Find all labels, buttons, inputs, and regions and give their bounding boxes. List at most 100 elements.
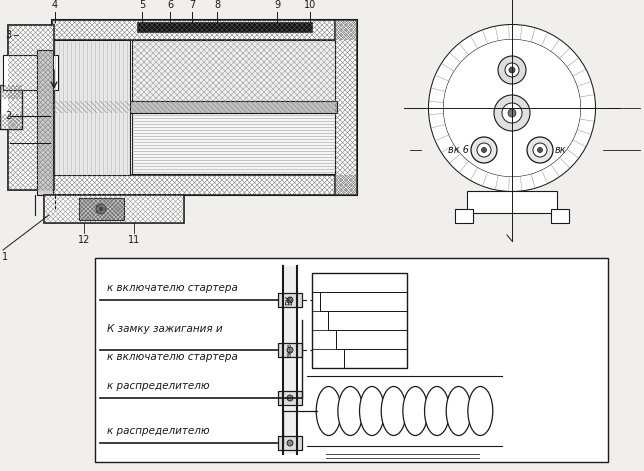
Bar xyxy=(132,112,335,174)
Circle shape xyxy=(96,204,106,214)
Bar xyxy=(3,55,58,90)
Bar xyxy=(0,85,22,129)
Ellipse shape xyxy=(424,387,450,436)
Text: 2: 2 xyxy=(5,111,11,121)
Bar xyxy=(278,293,302,307)
Bar xyxy=(52,101,337,113)
Bar xyxy=(44,195,184,223)
Circle shape xyxy=(538,147,542,153)
Ellipse shape xyxy=(468,387,493,436)
Ellipse shape xyxy=(359,387,384,436)
Bar xyxy=(79,198,124,220)
Bar xyxy=(44,195,184,223)
Bar xyxy=(551,209,569,223)
Text: 6: 6 xyxy=(167,0,173,10)
Text: 4: 4 xyxy=(52,0,58,10)
Text: к включателю стартера: к включателю стартера xyxy=(107,352,238,362)
Circle shape xyxy=(443,39,581,177)
Bar xyxy=(8,25,54,190)
Bar xyxy=(132,40,335,102)
Ellipse shape xyxy=(446,387,471,436)
Bar xyxy=(79,198,124,220)
Text: 7: 7 xyxy=(189,0,195,10)
Text: ВК: ВК xyxy=(285,295,294,305)
Bar xyxy=(344,349,407,368)
Bar xyxy=(52,175,357,195)
Bar xyxy=(278,391,302,405)
Bar xyxy=(336,330,407,349)
Bar xyxy=(278,293,302,307)
Circle shape xyxy=(99,207,103,211)
Text: ВК-б: ВК-б xyxy=(287,342,292,357)
Bar xyxy=(37,50,53,195)
Text: к распределителю: к распределителю xyxy=(107,426,210,436)
Bar xyxy=(278,391,302,405)
Circle shape xyxy=(505,63,519,77)
Bar xyxy=(0,85,22,129)
Bar xyxy=(335,20,357,195)
Circle shape xyxy=(498,56,526,84)
Bar xyxy=(0,114,22,128)
Bar xyxy=(320,292,407,311)
Bar xyxy=(52,175,357,195)
Circle shape xyxy=(482,147,486,153)
Circle shape xyxy=(502,103,522,123)
Text: К замку зажигания и: К замку зажигания и xyxy=(107,324,223,334)
Circle shape xyxy=(509,67,515,73)
Text: 8: 8 xyxy=(214,0,220,10)
Text: вк: вк xyxy=(555,145,567,155)
Bar xyxy=(95,258,608,462)
Circle shape xyxy=(287,440,293,446)
Text: 3: 3 xyxy=(5,30,11,40)
Circle shape xyxy=(477,143,491,157)
Text: к распределителю: к распределителю xyxy=(107,381,210,391)
Bar xyxy=(132,112,335,174)
Bar xyxy=(335,20,357,195)
Circle shape xyxy=(429,25,595,191)
Ellipse shape xyxy=(381,387,406,436)
Bar xyxy=(44,195,184,223)
Bar xyxy=(8,25,54,190)
Bar xyxy=(52,20,357,40)
Bar xyxy=(52,101,337,113)
Bar xyxy=(278,436,302,450)
Bar xyxy=(312,273,407,368)
Text: к включателю стартера: к включателю стартера xyxy=(107,283,238,293)
Ellipse shape xyxy=(338,387,363,436)
Bar xyxy=(132,40,335,102)
Circle shape xyxy=(287,347,293,353)
Bar xyxy=(37,50,53,195)
Bar xyxy=(52,20,357,40)
Bar xyxy=(52,20,357,195)
Bar xyxy=(283,266,297,454)
Text: 1: 1 xyxy=(2,252,8,262)
Bar xyxy=(278,343,302,357)
Text: 12: 12 xyxy=(78,235,90,245)
Text: 5: 5 xyxy=(139,0,145,10)
Bar xyxy=(312,273,407,292)
Bar xyxy=(455,209,473,223)
Bar xyxy=(137,22,312,32)
Text: 10: 10 xyxy=(304,0,316,10)
Ellipse shape xyxy=(316,387,341,436)
Wedge shape xyxy=(429,25,595,191)
Bar xyxy=(8,25,54,190)
Bar xyxy=(278,343,302,357)
Ellipse shape xyxy=(403,387,428,436)
Bar xyxy=(0,85,22,99)
Circle shape xyxy=(494,95,530,131)
Bar xyxy=(52,20,357,40)
Circle shape xyxy=(471,137,497,163)
Bar xyxy=(52,40,130,175)
Bar xyxy=(278,436,302,450)
Bar xyxy=(79,198,124,220)
Bar xyxy=(52,101,337,113)
Circle shape xyxy=(533,143,547,157)
Text: вк 6: вк 6 xyxy=(448,145,469,155)
Bar xyxy=(37,50,53,195)
Bar xyxy=(328,311,407,330)
Bar xyxy=(132,40,335,102)
Text: 9: 9 xyxy=(274,0,280,10)
Bar xyxy=(335,20,357,195)
Circle shape xyxy=(508,109,516,117)
